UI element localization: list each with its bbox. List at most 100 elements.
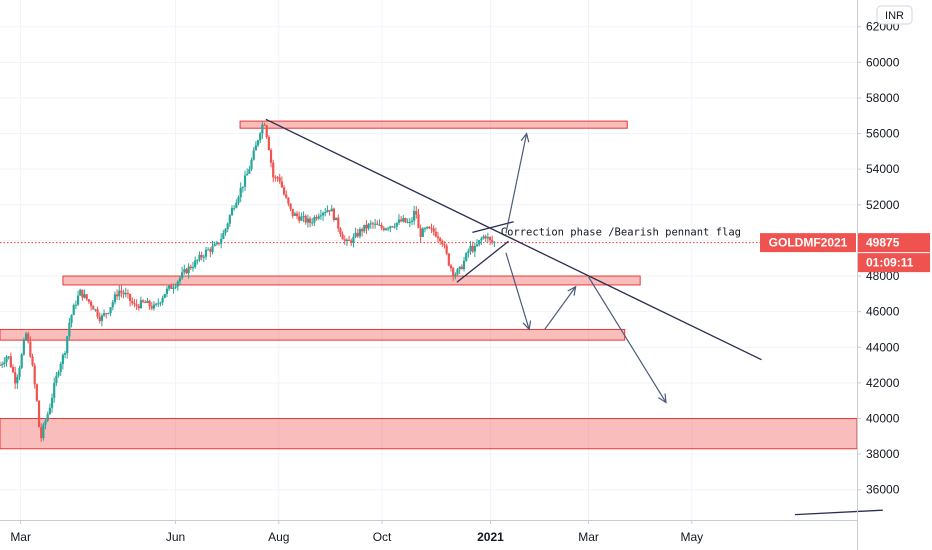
candle-body: [376, 223, 379, 225]
candle-body: [391, 226, 394, 228]
candle-body: [204, 249, 208, 257]
candle-body: [430, 228, 433, 230]
candle-body: [256, 140, 260, 146]
candle-body: [441, 241, 444, 245]
candle-body: [163, 293, 166, 298]
candle-body: [317, 216, 320, 219]
x-axis-ticks: Mar Jun Aug Oct 2021 Mar May: [10, 520, 703, 544]
candle-body: [217, 242, 221, 244]
candle-body: [480, 238, 483, 241]
candle-body: [196, 259, 199, 261]
candle-body: [484, 236, 487, 239]
forecast-arrow: [588, 276, 667, 404]
candle-body: [432, 228, 435, 232]
y-tick-label: 54000: [866, 162, 900, 176]
candle-body: [272, 162, 275, 178]
candle-body: [37, 400, 41, 428]
candle-body: [445, 245, 448, 254]
candle-body: [482, 236, 485, 239]
candle-body: [107, 312, 110, 314]
countdown-label: 01:09:11: [866, 256, 914, 270]
candle-body: [328, 210, 331, 212]
candle-body: [61, 354, 64, 364]
candle-body: [55, 375, 58, 383]
candle-body: [213, 244, 216, 247]
candle-body: [263, 124, 266, 126]
candle-body: [319, 215, 323, 217]
candle-body: [187, 266, 190, 274]
candle-body: [124, 292, 127, 295]
candle-body: [330, 208, 333, 212]
candle-body: [200, 254, 203, 258]
candle-body: [109, 307, 112, 313]
candle-body: [458, 266, 461, 270]
candle-body: [332, 208, 336, 221]
candle-body: [220, 238, 223, 244]
pattern-annotation: Correction phase /Bearish pennant flag: [501, 227, 741, 239]
candle-body: [137, 305, 140, 309]
candle-body: [185, 269, 188, 274]
candle-body: [189, 266, 192, 269]
candle-body: [76, 295, 80, 305]
candle-body: [122, 292, 125, 295]
candle-body: [135, 304, 138, 306]
x-tick-label: Aug: [268, 530, 289, 544]
candle-body: [460, 266, 463, 269]
candle-body: [488, 237, 492, 241]
candle-body: [102, 313, 106, 316]
candle-body: [269, 149, 273, 163]
forecast-arrow-head: [658, 393, 667, 404]
candle-body: [5, 356, 8, 363]
candle-body: [248, 169, 251, 174]
candle-body: [456, 269, 459, 275]
candle-body: [473, 246, 476, 252]
y-tick-label: 42000: [866, 376, 900, 390]
candle-body: [224, 229, 227, 233]
candle-body: [378, 224, 381, 226]
candle-body: [228, 215, 231, 224]
candle-body: [42, 424, 45, 439]
candle-body: [83, 294, 86, 298]
candle-body: [354, 232, 357, 237]
candle-body: [222, 232, 225, 239]
candle-body: [339, 228, 342, 235]
candle-body: [235, 202, 238, 208]
candle-body: [321, 212, 325, 216]
candle-body: [191, 267, 195, 269]
candle-body: [254, 145, 257, 151]
symbol-badge: GOLDMF2021: [760, 233, 856, 253]
countdown-badge: 01:09:11: [858, 253, 930, 273]
candle-body: [311, 222, 314, 224]
y-tick-label: 36000: [866, 483, 900, 497]
candle-body: [315, 217, 318, 219]
candle-body: [178, 277, 182, 282]
candle-body: [380, 224, 383, 229]
candle-body: [230, 208, 234, 216]
candle-body: [27, 333, 30, 342]
last-price-badge: 49875: [858, 233, 930, 253]
currency-badge[interactable]: INR: [876, 5, 913, 25]
candle-body: [79, 289, 82, 296]
candle-body: [452, 268, 455, 276]
candle-body: [131, 301, 134, 304]
candle-body: [239, 187, 242, 198]
candle-body: [486, 237, 489, 239]
y-tick-label: 52000: [866, 198, 900, 212]
forecast-arrow-shaft: [544, 286, 577, 330]
candle-body: [159, 302, 162, 304]
candle-body: [371, 223, 375, 225]
trendline: [456, 240, 509, 283]
last-price-label: 49875: [866, 236, 900, 250]
candle-body: [176, 281, 179, 287]
candle-body: [7, 356, 10, 358]
sr-zone: [62, 275, 641, 286]
forecast-arrow: [544, 285, 577, 330]
candle-body: [194, 260, 197, 268]
candle-body: [1, 363, 4, 366]
x-tick-label: Jun: [166, 530, 185, 544]
y-tick-label: 40000: [866, 411, 900, 425]
symbol-label: GOLDMF2021: [769, 236, 848, 250]
forecast-arrow: [505, 132, 530, 234]
candle-body: [341, 234, 344, 240]
